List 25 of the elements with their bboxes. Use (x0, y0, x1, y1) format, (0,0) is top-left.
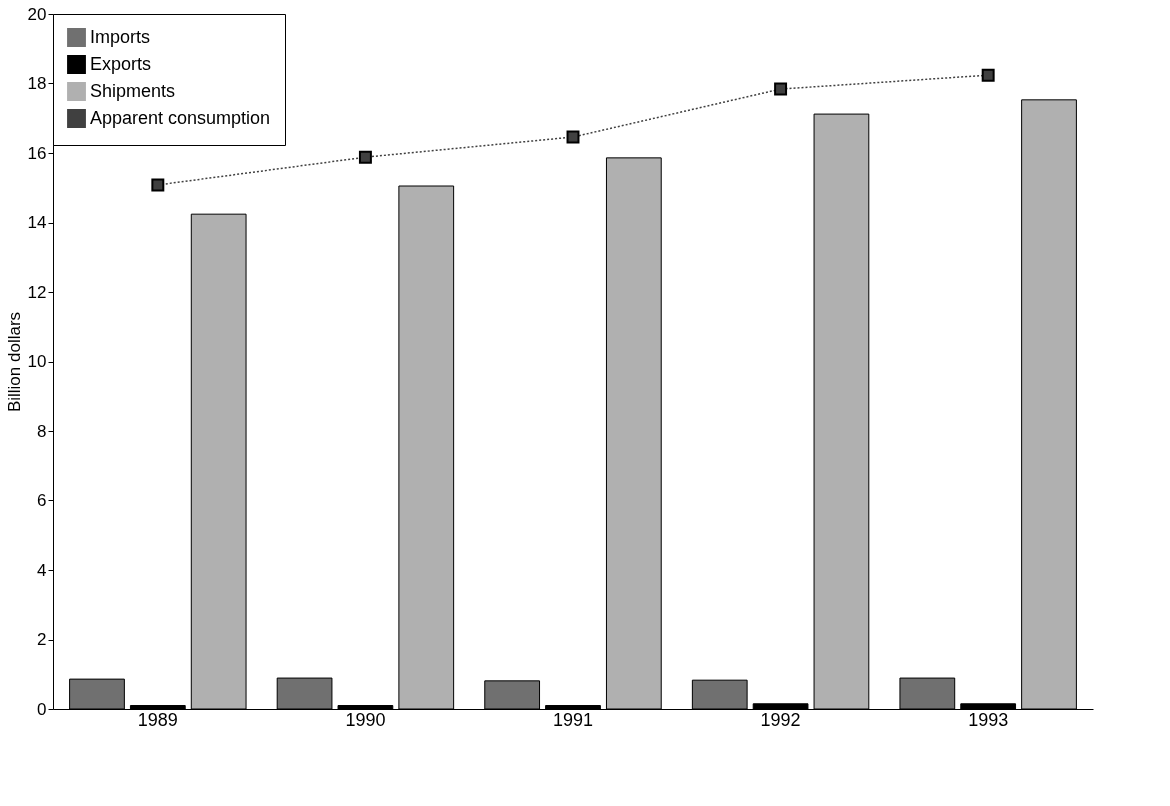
point (774, 82, 788, 96)
x-tick-label: 1989 (137, 709, 178, 730)
x-tick-label: 1992 (760, 709, 801, 730)
legend-label: Imports (90, 26, 151, 47)
legend-label: Exports (90, 53, 152, 74)
x-tick-label: 1991 (552, 709, 594, 730)
y-axis-title: Billion dollars (4, 311, 24, 413)
y-tick-label: 4 (37, 560, 47, 580)
point (151, 178, 165, 192)
point (358, 150, 372, 164)
y-tick-label: 0 (37, 699, 47, 719)
x-tick-label: 1993 (968, 709, 1009, 730)
y-tick-label: 20 (27, 4, 47, 24)
legend-label: Apparent consumption (90, 107, 271, 128)
y-tick-label: 12 (27, 282, 47, 302)
y-tick-label: 10 (27, 352, 47, 371)
point (981, 68, 995, 82)
y-tick-label: 2 (37, 630, 47, 649)
y-tick-label: 14 (27, 213, 47, 232)
y-tick-label: 16 (27, 143, 47, 163)
y-tick-label: 6 (37, 491, 47, 510)
y-tick-label: 8 (37, 421, 47, 441)
legend-label: Shipments (90, 80, 176, 101)
y-tick-label: 18 (27, 74, 47, 93)
x-tick-label: 1990 (345, 709, 386, 730)
